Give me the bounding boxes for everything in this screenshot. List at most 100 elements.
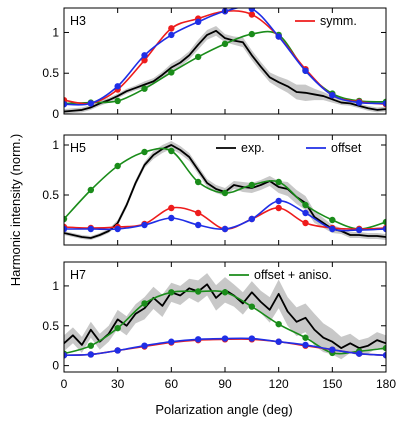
legend-label-exp: exp. — [241, 141, 265, 155]
series-offset-point — [168, 338, 175, 345]
panel-label: H3 — [70, 14, 86, 28]
series-offset-point — [168, 214, 175, 222]
series-offset-point — [221, 225, 229, 233]
series-offset-point — [302, 341, 309, 349]
series-offset-point — [194, 336, 202, 343]
series-aniso-point — [168, 289, 175, 296]
series-offset-point — [141, 342, 148, 349]
series-aniso-point — [302, 334, 309, 341]
series-aniso-point — [221, 40, 229, 48]
series-aniso-point — [382, 344, 386, 352]
series-symm-point — [168, 204, 175, 212]
y-tick-label: 1 — [52, 138, 59, 152]
legend-label-offset: offset — [331, 141, 362, 155]
series-aniso-point — [87, 186, 95, 194]
y-tick-label: 0.5 — [42, 188, 59, 202]
y-axis-label: Harmonic intensity (norm.) — [8, 134, 23, 286]
series-offset-point — [302, 67, 309, 74]
series-symm-point — [248, 11, 256, 18]
series-offset-point — [64, 225, 68, 233]
series-aniso-point — [221, 289, 229, 296]
panel-label: H5 — [70, 141, 86, 155]
panel-h3: 0 0.5 1 H3 symm. — [42, 7, 387, 121]
series-offset-point — [275, 197, 282, 205]
series-offset-point — [114, 347, 121, 354]
series-aniso-point — [168, 147, 175, 155]
panel-h5: 0.5 1 H5 exp. offset — [42, 134, 387, 246]
x-tick-label: 180 — [376, 377, 396, 391]
plot-area — [64, 273, 386, 360]
series-offset-point — [382, 100, 386, 107]
panel-h7: 0 0.5 1 0 30 60 90 120 150 180 H7 offset + aniso. — [42, 261, 396, 391]
series-aniso-point — [248, 303, 256, 310]
series-offset-point — [168, 31, 175, 39]
y-tick-label: 0 — [52, 107, 59, 121]
series-offset-point — [141, 221, 148, 229]
series-offset-point — [248, 215, 256, 223]
y-tick-label: 0.5 — [42, 66, 59, 80]
series-aniso-point — [141, 300, 148, 307]
series-aniso-point — [275, 320, 282, 328]
series-aniso-point — [302, 201, 309, 209]
series-aniso-point — [248, 181, 256, 189]
series-offset-point — [275, 33, 282, 40]
legend-label-symm: symm. — [320, 14, 357, 28]
y-tick-label: 1 — [52, 25, 59, 39]
x-tick-label: 120 — [269, 377, 289, 391]
x-axis-label: Polarization angle (deg) — [155, 402, 292, 417]
x-tick-label: 60 — [165, 377, 179, 391]
x-tick-label: 30 — [111, 377, 125, 391]
series-aniso-point — [275, 178, 282, 186]
x-tick-label: 90 — [218, 377, 232, 391]
series-aniso-point — [87, 342, 95, 349]
plot-area — [64, 141, 386, 240]
series-offset-point — [64, 101, 68, 108]
y-tick-label: 0 — [52, 359, 59, 373]
series-offset-point — [355, 99, 363, 106]
series-symm-point — [302, 219, 309, 227]
series-aniso-point — [329, 216, 336, 224]
series-aniso-point — [382, 218, 386, 226]
series-offset-point — [329, 346, 336, 353]
legend-label-aniso: offset + aniso. — [254, 268, 332, 282]
series-symm-point — [168, 25, 175, 32]
series-offset-point — [382, 225, 386, 233]
series-offset-point — [248, 335, 256, 342]
series-aniso-point — [221, 189, 229, 197]
series-offset-point — [141, 52, 148, 59]
y-tick-label: 1 — [52, 279, 59, 293]
series-offset-point — [114, 83, 121, 90]
series-aniso-point — [248, 30, 256, 38]
legend-entry-exp: exp. — [216, 141, 265, 155]
series-offset-point — [87, 225, 95, 233]
series-aniso-point — [168, 69, 175, 76]
series-aniso-point — [114, 324, 121, 332]
series-aniso-point — [141, 148, 148, 156]
series-aniso-point — [114, 162, 121, 170]
series-aniso-point — [194, 53, 202, 61]
series-aniso-point — [194, 178, 202, 186]
legend-entry-symm: symm. — [295, 14, 357, 28]
y-tick-label: 0.5 — [42, 319, 59, 333]
x-tick-label: 0 — [61, 377, 68, 391]
series-offset-point — [87, 100, 95, 107]
series-offset-point — [329, 92, 336, 99]
legend-entry-offset: offset — [306, 141, 362, 155]
series-aniso-point — [194, 288, 202, 295]
series-offset-point — [355, 226, 363, 234]
series-offset-point — [87, 351, 95, 358]
legend-entry-aniso: offset + aniso. — [229, 268, 332, 282]
series-symm-point — [194, 209, 202, 217]
series-aniso-point — [141, 85, 148, 92]
series-offset-point — [114, 225, 121, 233]
panels: 0 0.5 1 H3 symm. 0.5 1 H5 exp. offset 0 0.5 1 0 30 60 90… — [42, 7, 396, 391]
series-offset-point — [302, 209, 309, 217]
series-symm-point — [275, 204, 282, 212]
series-offset-point — [194, 18, 202, 26]
panel-label: H7 — [70, 268, 86, 282]
series-offset-point — [194, 221, 202, 229]
series-aniso-point — [114, 97, 121, 105]
series-offset-point — [355, 350, 363, 357]
series-offset-point — [329, 225, 336, 233]
